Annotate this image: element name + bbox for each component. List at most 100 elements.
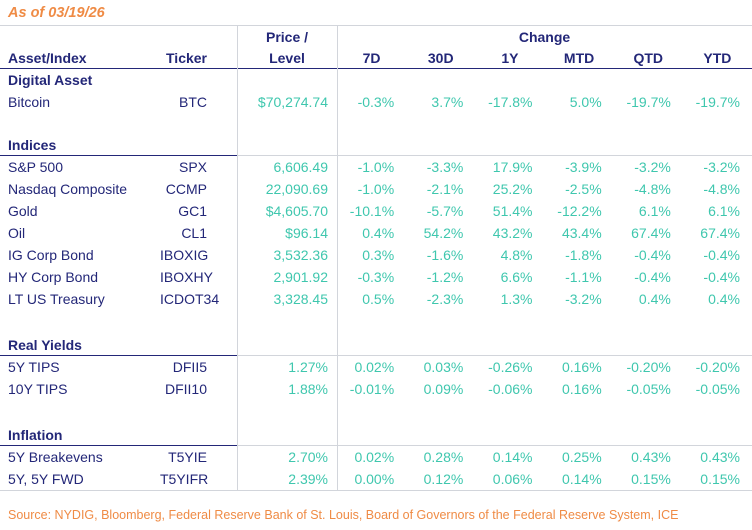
column-separator (237, 26, 238, 490)
change-30d: -1.2% (426, 269, 464, 285)
change-7d: -1.0% (357, 181, 395, 197)
change-30d: 0.12% (423, 471, 464, 487)
price-level: 2.70% (288, 449, 328, 465)
table-row: 5Y TIPS DFII5 1.27% 0.02% 0.03% -0.26% 0… (0, 356, 752, 378)
change-ytd: 67.4% (700, 225, 740, 241)
change-7d: -1.0% (357, 159, 395, 175)
change-ytd: -0.20% (695, 359, 740, 375)
change-7d: -0.3% (357, 269, 395, 285)
as-of-date: As of 03/19/26 (8, 5, 105, 21)
change-7d: -0.01% (349, 381, 395, 397)
change-ytd: 0.43% (700, 449, 740, 465)
change-qtd: -0.4% (634, 247, 671, 263)
ticker: SPX (178, 159, 207, 175)
change-ytd: 0.15% (700, 471, 740, 487)
price-level: $4,605.70 (265, 203, 328, 219)
column-header-mtd: MTD (563, 49, 595, 66)
change-7d: 0.00% (354, 471, 395, 487)
change-7d: 0.3% (362, 247, 395, 263)
section-indices: Indices S&P 500 SPX 6,606.49 -1.0% -3.3%… (0, 134, 752, 310)
table-row: 5Y Breakevens T5YIE 2.70% 0.02% 0.28% 0.… (0, 446, 752, 468)
column-header-1y: 1Y (501, 49, 519, 66)
section-label-row: Indices (0, 134, 752, 156)
change-30d: -1.6% (426, 247, 464, 263)
price-level: 3,328.45 (273, 291, 329, 307)
change-30d: 54.2% (423, 225, 464, 241)
change-ytd: -19.7% (695, 94, 740, 110)
change-7d: -0.3% (357, 94, 395, 110)
price-level: 1.88% (288, 381, 328, 397)
change-1y: 43.2% (492, 225, 533, 241)
change-ytd: -0.4% (703, 247, 740, 263)
change-qtd: 67.4% (631, 225, 671, 241)
asset-name: S&P 500 (8, 159, 64, 175)
section-label: Inflation (8, 427, 63, 443)
section-label: Real Yields (8, 337, 82, 353)
table-row: IG Corp Bond IBOXIG 3,532.36 0.3% -1.6% … (0, 244, 752, 266)
ticker: IBOXHY (160, 269, 213, 285)
change-1y: 4.8% (500, 247, 533, 263)
change-mtd: 0.25% (561, 449, 602, 465)
change-qtd: -4.8% (634, 181, 671, 197)
table-row: LT US Treasury ICDOT34 3,328.45 0.5% -2.… (0, 288, 752, 310)
change-1y: -0.26% (488, 359, 533, 375)
table-header: Price / Change Asset/Index Ticker Level … (0, 26, 752, 69)
change-mtd: 0.14% (561, 471, 602, 487)
price-level: 2,901.92 (273, 269, 329, 285)
table-row: Nasdaq Composite CCMP 22,090.69 -1.0% -2… (0, 178, 752, 200)
column-header-7d: 7D (362, 49, 381, 66)
asset-name: Oil (8, 225, 26, 241)
section-digital-asset: Digital Asset Bitcoin BTC $70,274.74 -0.… (0, 69, 752, 113)
change-1y: 25.2% (492, 181, 533, 197)
change-30d: 0.09% (423, 381, 464, 397)
ticker: CCMP (165, 181, 207, 197)
section-inflation: Inflation 5Y Breakevens T5YIE 2.70% 0.02… (0, 424, 752, 490)
change-mtd: 43.4% (561, 225, 602, 241)
section-label: Digital Asset (8, 72, 93, 88)
market-table: Price / Change Asset/Index Ticker Level … (0, 25, 752, 491)
change-mtd: 0.16% (561, 381, 602, 397)
change-7d: 0.5% (362, 291, 395, 307)
asset-name: 5Y, 5Y FWD (8, 471, 84, 487)
column-header-ytd: YTD (703, 49, 732, 66)
asset-name: Bitcoin (8, 94, 51, 110)
change-ytd: 0.4% (708, 291, 740, 307)
table-row: Oil CL1 $96.14 0.4% 54.2% 43.2% 43.4% 67… (0, 222, 752, 244)
ticker: T5YIE (168, 449, 207, 465)
table-row: 10Y TIPS DFII10 1.88% -0.01% 0.09% -0.06… (0, 378, 752, 400)
ticker: CL1 (181, 225, 207, 241)
change-qtd: 0.15% (631, 471, 671, 487)
ticker: GC1 (178, 203, 207, 219)
change-7d: 0.4% (362, 225, 395, 241)
column-header-30d: 30D (427, 49, 454, 66)
table-row: S&P 500 SPX 6,606.49 -1.0% -3.3% 17.9% -… (0, 156, 752, 178)
table-row: 5Y, 5Y FWD T5YIFR 2.39% 0.00% 0.12% 0.06… (0, 468, 752, 490)
change-qtd: -0.05% (626, 381, 671, 397)
change-ytd: -0.4% (703, 269, 740, 285)
ticker: ICDOT34 (160, 291, 220, 307)
change-1y: 0.06% (492, 471, 533, 487)
asset-name: Nasdaq Composite (8, 181, 128, 197)
section-label: Indices (8, 137, 57, 153)
change-7d: 0.02% (354, 449, 395, 465)
change-1y: 1.3% (500, 291, 533, 307)
source-note: Source: NYDIG, Bloomberg, Federal Reserv… (8, 508, 679, 522)
column-group-change: Change (518, 28, 571, 45)
change-mtd: -1.1% (565, 269, 602, 285)
asset-name: 5Y Breakevens (8, 449, 103, 465)
ticker: DFII10 (164, 381, 207, 397)
column-header-price-line1: Price / (265, 28, 309, 45)
price-level: 22,090.69 (265, 181, 328, 197)
section-label-row: Digital Asset (0, 69, 752, 91)
column-header-price-line2: Level (269, 49, 305, 66)
price-level: $96.14 (285, 225, 328, 241)
change-30d: -2.3% (426, 291, 464, 307)
column-header-ticker: Ticker (166, 49, 207, 66)
change-qtd: 6.1% (638, 203, 671, 219)
change-qtd: -3.2% (634, 159, 671, 175)
change-1y: 17.9% (492, 159, 533, 175)
change-mtd: -12.2% (557, 203, 602, 219)
change-mtd: -3.2% (565, 291, 602, 307)
section-label-row: Inflation (0, 424, 752, 446)
